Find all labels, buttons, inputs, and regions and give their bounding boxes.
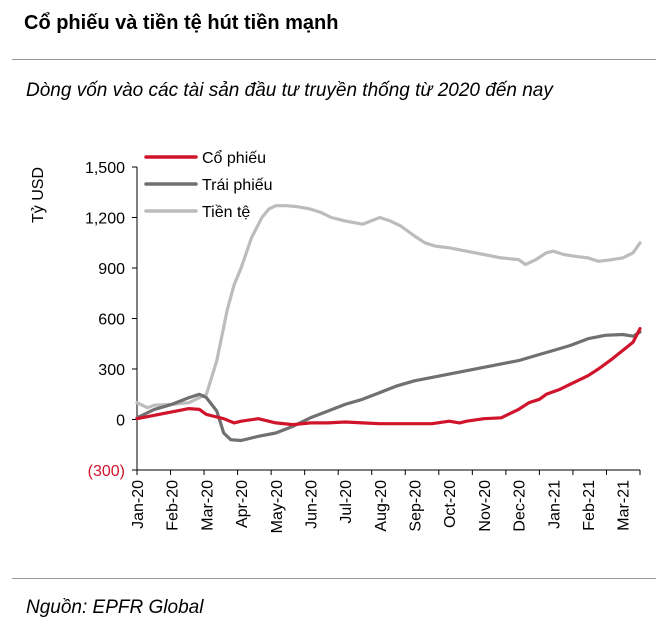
x-tick-label: Jan-20 xyxy=(130,480,147,529)
y-tick-label: 1,500 xyxy=(85,160,125,177)
top-divider xyxy=(12,59,656,60)
y-tick-label: 300 xyxy=(98,362,125,379)
x-tick-label: Oct-20 xyxy=(442,480,459,528)
x-tick-label: Jun-20 xyxy=(303,480,320,529)
x-tick-label: Dec-20 xyxy=(512,480,529,532)
x-tick-label: Jul-20 xyxy=(338,480,355,524)
x-tick-label: Jan-21 xyxy=(546,480,563,529)
y-tick-label: 600 xyxy=(98,312,125,329)
y-tick-label: 1,200 xyxy=(85,211,125,228)
x-tick-label: Mar-21 xyxy=(616,480,633,531)
series-line-tiền-tệ xyxy=(135,204,642,410)
x-tick-label: Feb-20 xyxy=(165,480,182,531)
legend-label: Trái phiếu xyxy=(202,177,273,194)
bottom-divider xyxy=(12,578,656,579)
x-tick-label: Mar-20 xyxy=(199,480,216,531)
legend-label: Tiền tệ xyxy=(202,204,250,221)
y-axis-title: Tỷ USD xyxy=(30,167,47,223)
x-tick-label: Aug-20 xyxy=(373,480,390,532)
y-tick-label: (300) xyxy=(88,463,125,480)
chart-subtitle: Dòng vốn vào các tài sản đầu tư truyền t… xyxy=(26,80,553,101)
y-tick-label: 900 xyxy=(98,261,125,278)
x-tick-label: Sep-20 xyxy=(408,480,425,532)
x-tick-label: May-20 xyxy=(269,480,286,533)
series-line-cổ-phiếu xyxy=(135,327,642,427)
y-tick-label: 0 xyxy=(116,413,125,430)
x-tick-label: Feb-21 xyxy=(581,480,598,531)
series-line-trái-phiếu xyxy=(135,330,642,443)
x-tick-label: Nov-20 xyxy=(477,480,494,532)
legend-label: Cổ phiếu xyxy=(202,149,266,167)
source-note: Nguồn: EPFR Global xyxy=(26,597,204,618)
x-tick-label: Apr-20 xyxy=(234,480,251,528)
chart-title: Cổ phiếu và tiền tệ hút tiền mạnh xyxy=(24,12,339,34)
